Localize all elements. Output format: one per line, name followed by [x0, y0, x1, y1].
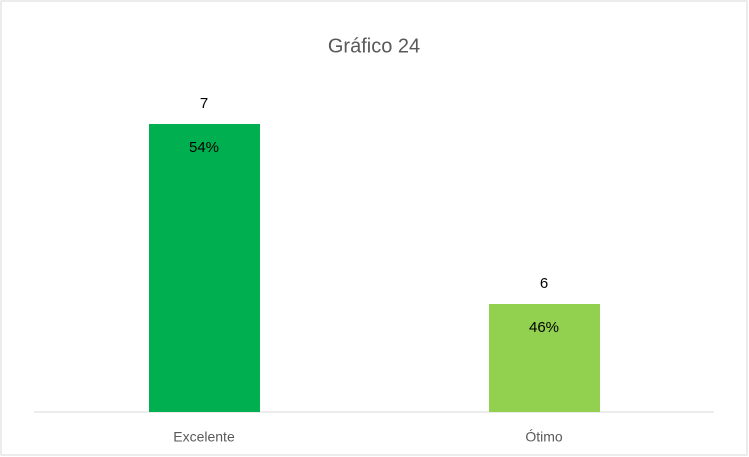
value-label: 6: [540, 275, 548, 292]
bar: [489, 304, 600, 412]
x-tick-label: Excelente: [173, 429, 235, 445]
chart-title: Gráfico 24: [328, 35, 420, 57]
percent-label: 54%: [189, 139, 219, 156]
value-label: 7: [200, 95, 208, 112]
x-tick-label: Ótimo: [525, 429, 563, 445]
percent-label: 46%: [529, 319, 559, 336]
bar: [149, 124, 260, 412]
